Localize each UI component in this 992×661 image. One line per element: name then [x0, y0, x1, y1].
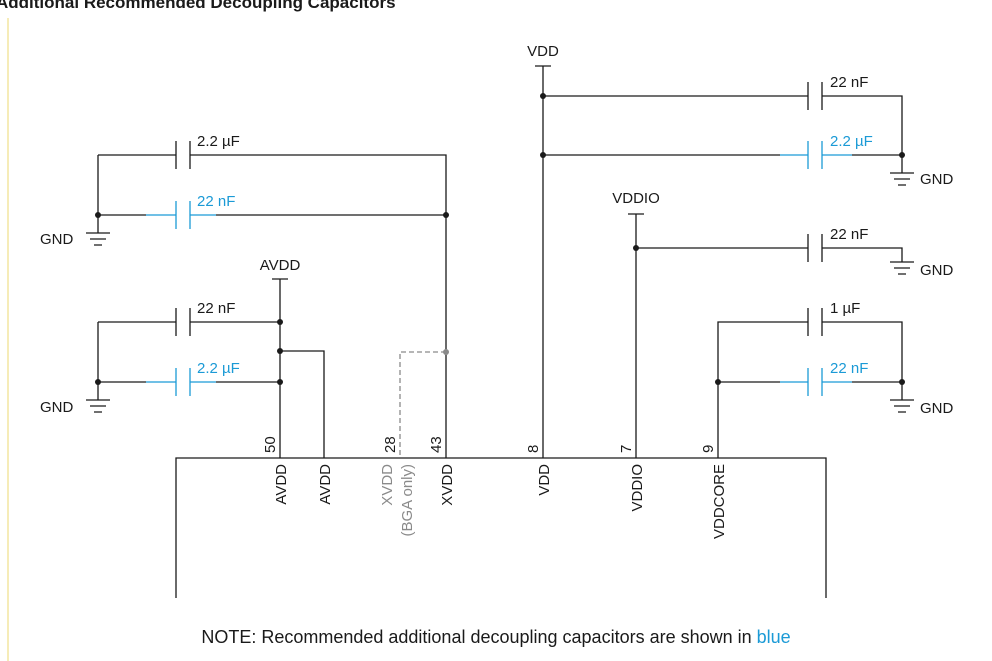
cap-label: 2.2 µF	[197, 133, 240, 150]
xvdd-wires	[97, 154, 447, 458]
cap-label: 22 nF	[830, 360, 868, 377]
junction-dot	[540, 152, 546, 158]
xvdd-bga-connection	[399, 349, 449, 458]
gnd-label: GND	[920, 262, 954, 279]
gnd-label: GND	[40, 399, 74, 416]
gnd-symbol-left-bottom	[86, 382, 110, 413]
cap-label: 2.2 µF	[830, 133, 873, 150]
pin-number-vddcore: 9	[700, 445, 717, 453]
gnd-symbol-right-top	[890, 155, 914, 186]
pin-number-xvdd-bga: 28	[382, 436, 399, 453]
xvdd-capacitor-group: 2.2 µF 22 nF GND	[40, 133, 449, 458]
pin-name-vddio: VDDIO	[629, 464, 646, 512]
junction-dot	[277, 379, 283, 385]
junction-dot	[443, 212, 449, 218]
pin-name-xvdd: XVDD	[439, 464, 456, 506]
gnd-symbol-right-bottom	[890, 382, 914, 413]
vddio-capacitor-group: VDDIO 22 nF GND	[612, 190, 954, 458]
pin-name-xvdd-bga: XVDD	[379, 464, 396, 506]
footnote-highlight: blue	[756, 627, 791, 647]
junction-dot	[715, 379, 721, 385]
pin-name-vddcore: VDDCORE	[711, 464, 728, 539]
cap-22n-xvdd-symbol	[175, 201, 191, 229]
footnote: NOTE: Recommended additional decoupling …	[0, 627, 992, 648]
gnd-symbol-right-mid	[890, 261, 914, 275]
cap-label: 22 nF	[830, 74, 868, 91]
footnote-text: NOTE: Recommended additional decoupling …	[201, 627, 757, 647]
cap-label: 1 µF	[830, 300, 860, 317]
gnd-symbol-left-top	[86, 215, 110, 246]
gnd-label: GND	[920, 400, 954, 417]
cap-22n-vddio-symbol	[807, 234, 823, 262]
cap-2u2-vdd-symbol	[807, 141, 823, 169]
diagram-title: Additional Recommended Decoupling Capaci…	[0, 0, 396, 12]
avdd-rail-label: AVDD	[260, 257, 301, 274]
vddio-rail	[628, 213, 644, 458]
cap-22n-vddcore-symbol	[807, 368, 823, 396]
vddcore-capacitor-group: 1 µF 22 nF GND	[715, 300, 954, 458]
ic-body-outline	[175, 457, 827, 598]
pin-number-avdd: 50	[262, 436, 279, 453]
junction-dot	[633, 245, 639, 251]
vddio-wires	[636, 247, 903, 262]
cap-label: 22 nF	[830, 226, 868, 243]
cap-label: 2.2 µF	[197, 360, 240, 377]
vdd-rail-label: VDD	[527, 43, 559, 60]
pin-names: AVDD AVDD XVDD (BGA only) XVDD VDD VDDIO…	[273, 464, 728, 539]
pin-name-vdd: VDD	[536, 464, 553, 496]
gnd-label: GND	[40, 231, 74, 248]
cap-22n-avdd-symbol	[175, 308, 191, 336]
cap-1u-vddcore-symbol	[807, 308, 823, 336]
gnd-label: GND	[920, 171, 954, 188]
vdd-rail	[535, 65, 551, 458]
cap-2u2-avdd-symbol	[175, 368, 191, 396]
pin-name-xvdd-bga-note: (BGA only)	[399, 464, 416, 537]
pin-number-vddio: 7	[618, 445, 635, 453]
junction-dot	[540, 93, 546, 99]
pin-name-avdd-1: AVDD	[273, 464, 290, 505]
pin-numbers: 50 28 43 8 7 9	[262, 436, 717, 453]
vddio-rail-label: VDDIO	[612, 190, 660, 207]
vdd-capacitor-group: VDD 22 nF 2.2 µF GND	[527, 43, 954, 458]
pin-name-avdd-2: AVDD	[317, 464, 334, 505]
vddcore-wires	[717, 321, 903, 458]
avdd-rail-tick	[272, 278, 288, 458]
avdd-wires	[97, 321, 325, 458]
pin-number-vdd: 8	[525, 445, 542, 453]
junction-dot	[277, 348, 283, 354]
pin-number-xvdd: 43	[428, 436, 445, 453]
cap-2u2-xvdd-symbol	[175, 141, 191, 169]
cap-label: 22 nF	[197, 193, 235, 210]
cap-label: 22 nF	[197, 300, 235, 317]
cap-22n-vdd-symbol	[807, 82, 823, 110]
junction-dot	[277, 319, 283, 325]
junction-dot	[443, 349, 449, 355]
vdd-wires	[543, 95, 903, 156]
avdd-capacitor-group: AVDD 22 nF 2.2 µF GND	[40, 257, 325, 458]
